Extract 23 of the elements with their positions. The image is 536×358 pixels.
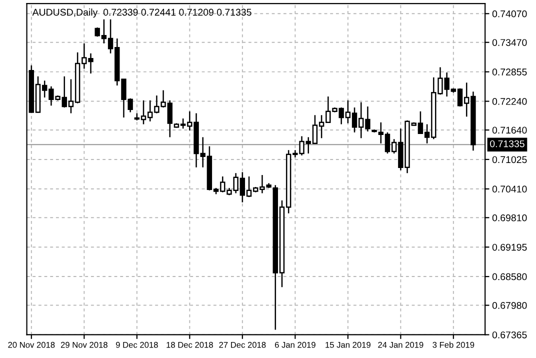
y-tick-label: 0.67365 — [492, 331, 527, 338]
x-tick-label: 9 Dec 2018 — [116, 342, 158, 348]
y-tick-label: 0.71640 — [492, 126, 527, 134]
x-tick-label: 29 Nov 2018 — [60, 342, 108, 348]
x-tick-label: 27 Dec 2018 — [219, 342, 266, 348]
y-tick-label: 0.71025 — [492, 156, 527, 164]
y-tick-label: 0.69195 — [492, 244, 527, 251]
x-tick-label: 20 Nov 2018 — [8, 342, 55, 348]
y-tick-label: 0.72240 — [492, 98, 527, 105]
x-tick-label: 24 Jan 2019 — [378, 342, 424, 348]
x-tick-label: 3 Feb 2019 — [432, 342, 474, 348]
y-tick-label: 0.73470 — [492, 39, 527, 46]
y-tick-label: 0.67980 — [492, 302, 527, 309]
y-tick-label: 0.72855 — [492, 68, 527, 76]
x-tick-label: 15 Jan 2019 — [326, 342, 370, 348]
y-tick-label: 0.70410 — [492, 186, 527, 193]
y-tick-label: 0.74070 — [492, 10, 527, 18]
ref-line-label: 0.71335 — [490, 140, 524, 148]
y-tick-label: 0.68580 — [492, 273, 527, 280]
chart-title: AUDUSD,Daily 0.72339 0.72441 0.71209 0.71335 — [32, 8, 252, 18]
y-tick-label: 0.69810 — [492, 214, 527, 222]
x-tick-label: 18 Dec 2018 — [166, 342, 213, 348]
x-tick-label: 6 Jan 2019 — [274, 342, 316, 348]
